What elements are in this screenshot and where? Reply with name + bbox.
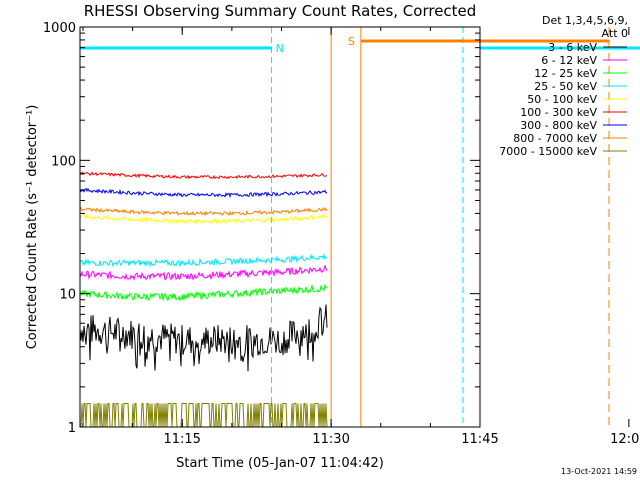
series-line <box>79 283 328 302</box>
series-line <box>80 403 328 428</box>
y-tick-label: 1000 <box>43 21 76 36</box>
y-tick-label: 10 <box>59 288 76 303</box>
legend-entry-label: 12 - 25 keV <box>534 67 597 80</box>
footer-date: 13-Oct-2021 14:59 <box>561 467 637 476</box>
series-line <box>79 304 328 372</box>
data-region <box>79 171 328 428</box>
x-axis-label: Start Time (05-Jan-07 11:04:42) <box>176 456 384 471</box>
y-tick-label: 100 <box>51 154 76 169</box>
plot-frame <box>79 26 481 428</box>
legend-entry-label: 50 - 100 keV <box>527 93 597 106</box>
saa-flag-label: S <box>348 35 355 48</box>
series-line <box>79 265 328 281</box>
legend-entry-label: 6 - 12 keV <box>541 54 597 67</box>
x-tick-label: 11:30 <box>312 432 349 447</box>
x-tick-label: 11:15 <box>163 432 200 447</box>
series-line <box>79 187 328 199</box>
legend-header-line-1: Det 1,3,4,5,6,9, <box>542 14 628 27</box>
series-line <box>79 253 328 268</box>
flag-region: NS <box>80 27 640 427</box>
series-line <box>79 171 327 180</box>
legend-entry-label: 300 - 800 keV <box>520 119 597 132</box>
x-tick-label: 11:45 <box>461 432 498 447</box>
legend-entry-label: 800 - 7000 keV <box>513 132 597 145</box>
series-line <box>79 213 328 225</box>
y-tick-label: 1 <box>68 421 76 436</box>
legend-header-line-2: Att 0 <box>602 27 628 40</box>
legend-entry-label: 3 - 6 keV <box>548 41 597 54</box>
legend-entry-label: 100 - 300 keV <box>520 106 597 119</box>
series-line <box>79 206 328 217</box>
legend-entry-label: 25 - 50 keV <box>534 80 597 93</box>
chart-title: RHESSI Observing Summary Count Rates, Co… <box>84 2 477 20</box>
night-flag-label: N <box>276 42 284 55</box>
y-axis-label: Corrected Count Rate (s⁻¹ detector⁻¹) <box>25 105 40 350</box>
x-tick-label: 12:00 <box>610 432 640 447</box>
legend-entry-label: 7000 - 15000 keV <box>499 145 597 158</box>
